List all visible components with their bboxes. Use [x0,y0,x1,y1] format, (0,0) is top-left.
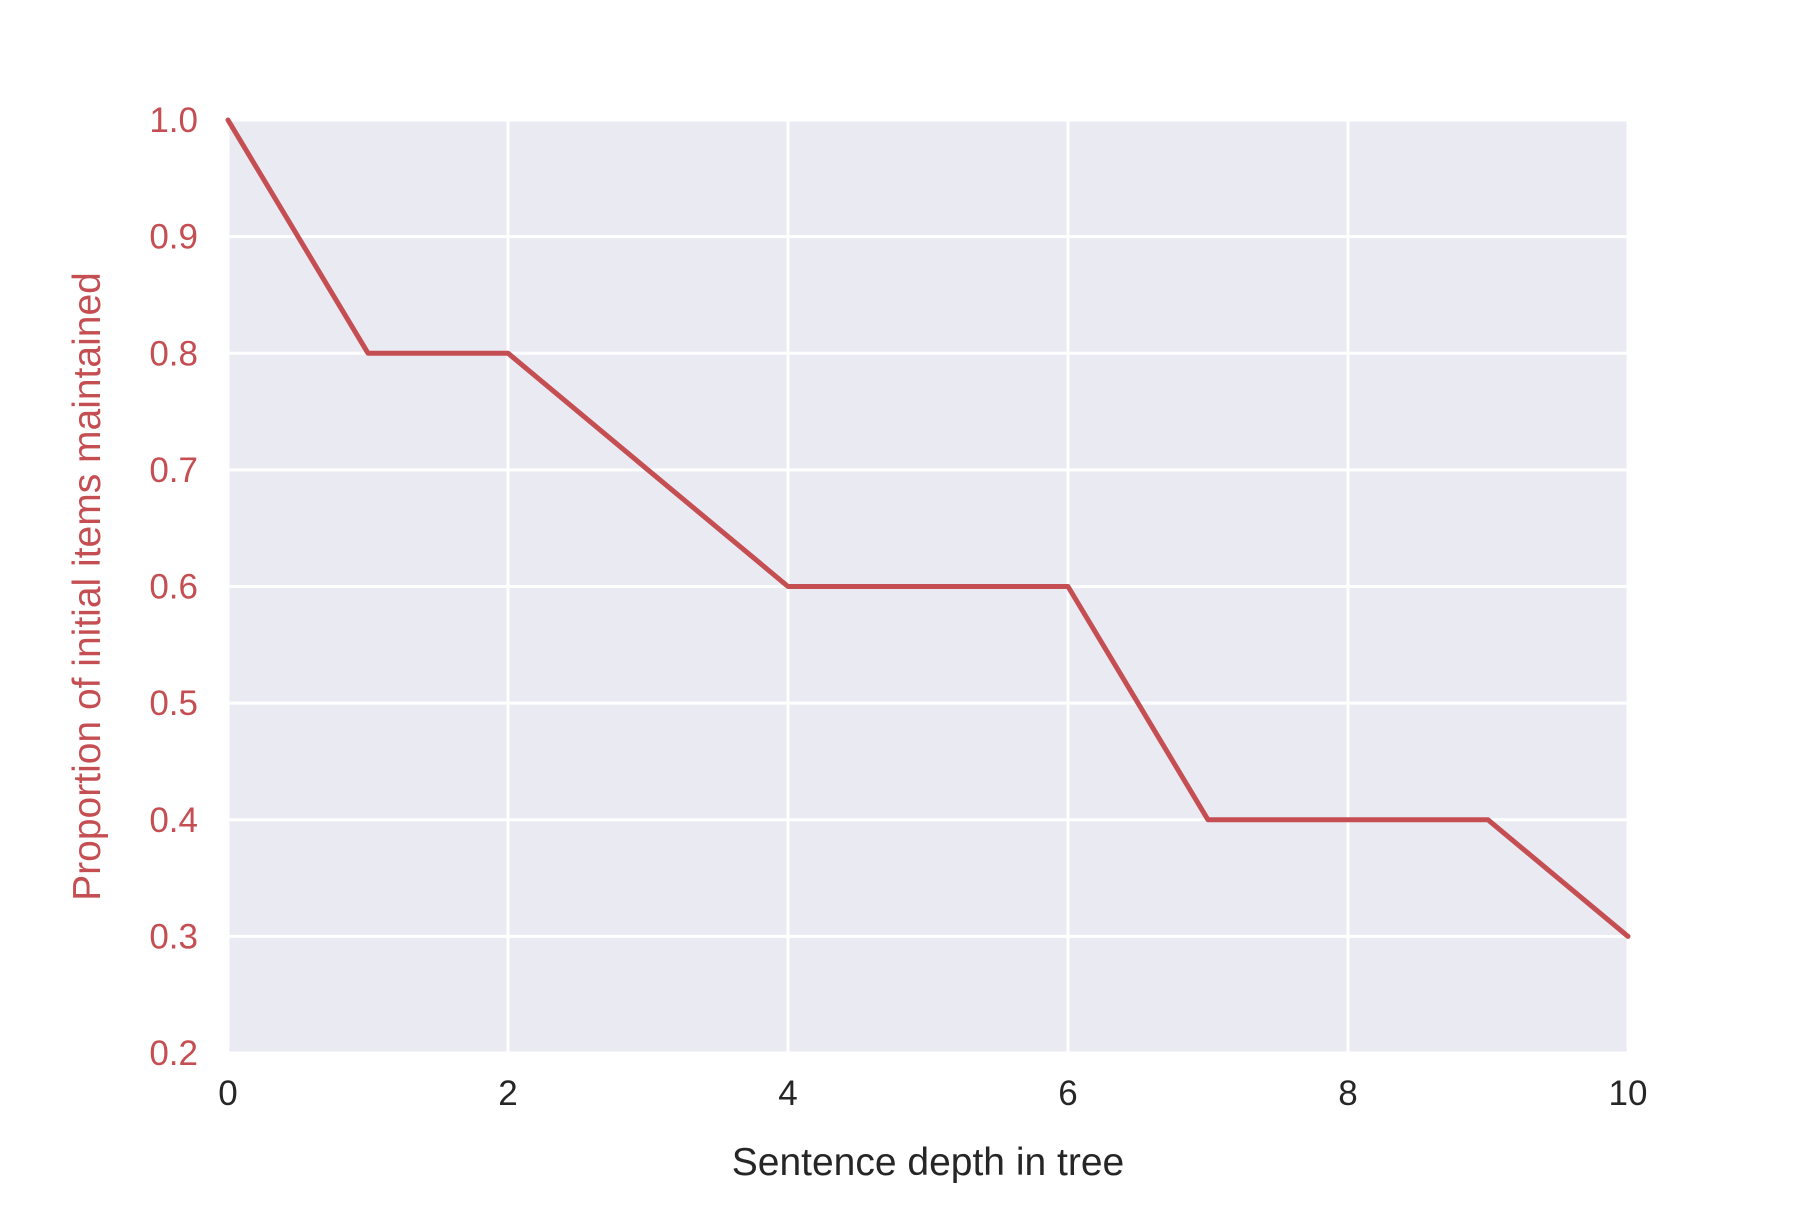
x-tick-labels: 0 2 4 6 8 10 [218,1074,1647,1113]
x-tick-label: 2 [498,1074,517,1113]
y-tick-labels: 0.2 0.3 0.4 0.5 0.6 0.7 0.8 0.9 1.0 [149,101,198,1073]
x-tick-label: 0 [218,1074,237,1113]
y-tick-label: 0.2 [149,1034,198,1073]
x-tick-label: 8 [1338,1074,1357,1113]
series-line [225,117,1631,939]
y-tick-label: 0.9 [149,218,198,257]
y-tick-label: 0.7 [149,451,198,490]
x-tick-label: 4 [778,1074,797,1113]
y-tick-label: 0.6 [149,568,198,607]
y-tick-label: 0.5 [149,684,198,723]
y-tick-label: 0.8 [149,334,198,373]
y-tick-label: 1.0 [149,101,198,140]
x-tick-label: 6 [1058,1074,1077,1113]
y-axis-label: Proportion of initial items maintained [66,272,109,901]
y-tick-label: 0.4 [149,801,198,840]
y-tick-label: 0.3 [149,917,198,956]
x-axis-label: Sentence depth in tree [732,1141,1124,1184]
x-tick-label: 10 [1609,1074,1648,1113]
series-layer [225,117,1631,939]
